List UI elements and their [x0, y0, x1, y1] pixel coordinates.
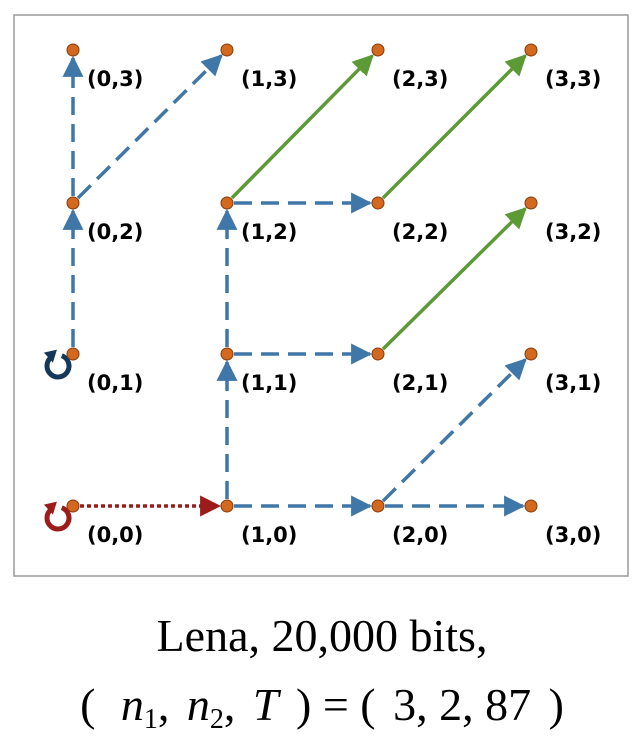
node-0-0 — [66, 499, 80, 513]
node-1-2 — [220, 196, 234, 210]
node-label-2-1: (2,1) — [392, 371, 448, 395]
node-2-3 — [371, 43, 385, 57]
node-2-2 — [371, 196, 385, 210]
node-label-3-0: (3,0) — [545, 523, 601, 547]
node-label-1-2: (1,2) — [241, 220, 297, 244]
edges-layer — [62, 54, 527, 517]
node-label-0-2: (0,2) — [87, 220, 143, 244]
node-3-3 — [524, 43, 538, 57]
node-1-1 — [220, 347, 234, 361]
node-label-3-2: (3,2) — [545, 220, 601, 244]
node-label-2-3: (2,3) — [392, 67, 448, 91]
node-label-3-3: (3,3) — [545, 67, 601, 91]
caption-close-paren: ) — [549, 679, 564, 730]
caption-comma-2: , — [224, 679, 236, 730]
caption-open-paren: ( — [80, 679, 95, 730]
node-label-3-1: (3,1) — [545, 371, 601, 395]
node-label-1-1: (1,1) — [241, 371, 297, 395]
node-1-3 — [220, 43, 234, 57]
edge-2-0-to-3-1 — [381, 358, 527, 503]
diagram-frame — [13, 14, 629, 577]
node-0-2 — [66, 196, 80, 210]
caption-n1-var: n — [121, 679, 144, 730]
edge-0-2-to-1-3 — [76, 54, 223, 200]
caption-close-equals: ) = ( — [296, 679, 376, 730]
node-0-1 — [66, 347, 80, 361]
node-label-0-3: (0,3) — [87, 67, 143, 91]
caption-n2-var: n — [187, 679, 210, 730]
node-label-1-3: (1,3) — [241, 67, 297, 91]
node-3-1 — [524, 347, 538, 361]
node-label-2-2: (2,2) — [392, 220, 448, 244]
node-0-3 — [66, 43, 80, 57]
edge-2-1-to-3-2 — [381, 207, 527, 351]
node-label-2-0: (2,0) — [392, 523, 448, 547]
labels-layer: (0,0) (1,0) (2,0) (3,0) (0,1) (1,1) (2,1) (3,1)… — [87, 67, 601, 547]
self-loop-0-1-icon — [43, 349, 72, 380]
node-2-0 — [371, 499, 385, 513]
node-3-2 — [524, 196, 538, 210]
edge-2-2-to-3-3 — [381, 54, 527, 200]
node-2-1 — [371, 347, 385, 361]
node-1-0 — [220, 499, 234, 513]
caption-line-2: ( n1, n2, T ) = ( 3, 2, 87 ) — [80, 679, 564, 735]
caption-comma-1: , — [158, 679, 170, 730]
caption-line-1: Lena, 20,000 bits, — [157, 610, 488, 661]
nodes-layer — [66, 43, 538, 513]
node-label-0-0: (0,0) — [87, 523, 143, 547]
node-label-0-1: (0,1) — [87, 371, 143, 395]
loops-layer — [43, 349, 72, 532]
node-label-1-0: (1,0) — [241, 523, 297, 547]
caption-values: 3, 2, 87 — [393, 679, 531, 730]
caption-n2-subscript: 2 — [210, 704, 224, 735]
caption-n1-subscript: 1 — [144, 704, 158, 735]
node-3-0 — [524, 499, 538, 513]
self-loop-0-0-icon — [43, 501, 72, 532]
edge-1-2-to-2-3 — [230, 54, 374, 200]
caption-t-var: T — [253, 679, 282, 730]
